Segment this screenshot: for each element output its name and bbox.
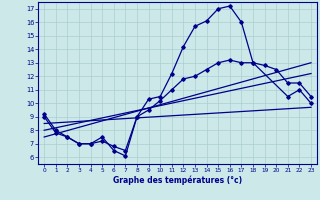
X-axis label: Graphe des températures (°c): Graphe des températures (°c) <box>113 176 242 185</box>
